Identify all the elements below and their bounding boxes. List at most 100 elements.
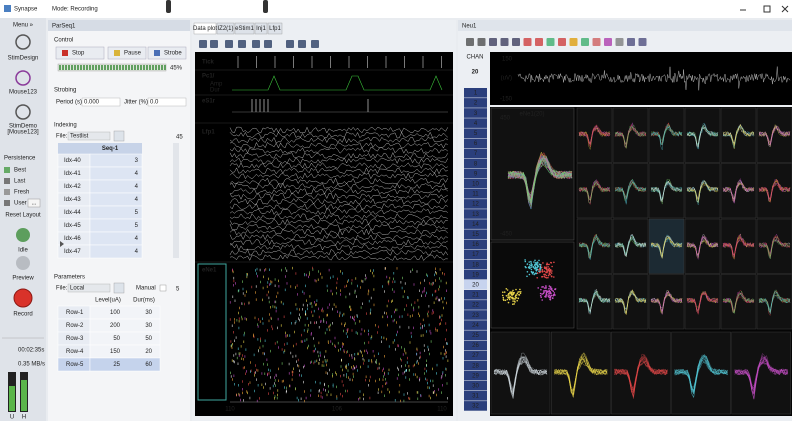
toolbar-button[interactable] (478, 38, 486, 46)
progress-stripe (164, 65, 166, 70)
cluster-point (554, 292, 556, 294)
cluster-point (514, 301, 516, 303)
reset-layout: Reset Layout (5, 213, 41, 219)
toolbar-button[interactable] (264, 40, 272, 48)
row-value: 25 (113, 362, 120, 368)
cluster-point (527, 271, 529, 273)
cluster-point (530, 265, 532, 267)
toolbar-button[interactable] (535, 38, 543, 46)
progress-stripe (107, 65, 109, 70)
toolbar-button[interactable] (298, 40, 306, 48)
cluster-point (551, 288, 553, 290)
chan-label: CHAN (466, 55, 483, 61)
cluster-point (512, 300, 514, 302)
panel-title: ParSeq1 (52, 24, 76, 30)
record-button[interactable] (14, 289, 32, 307)
cluster-point (544, 290, 546, 292)
field-label: File: (56, 286, 68, 292)
toolbar-button[interactable] (238, 40, 246, 48)
cluster-point (509, 297, 511, 299)
cluster-point (551, 266, 553, 268)
cluster-point (529, 268, 531, 270)
toolbar-button[interactable] (604, 38, 612, 46)
refresh-button[interactable] (114, 131, 124, 141)
cluster-point (528, 261, 530, 263)
toolbar-button[interactable] (570, 38, 578, 46)
panel-title: Neu1 (462, 24, 477, 30)
toolbar-button[interactable] (489, 38, 497, 46)
sidebar (0, 18, 46, 421)
cluster-point (540, 267, 542, 269)
toolbar-button[interactable] (627, 38, 635, 46)
cluster-point (535, 262, 537, 264)
cluster-point (512, 290, 514, 292)
toolbar-button[interactable] (524, 38, 532, 46)
cluster-point (529, 274, 531, 276)
toolbar-button[interactable] (225, 40, 233, 48)
page: Synapse Mode: Recording Menu »StimDesign… (0, 0, 792, 421)
cluster-point (547, 266, 549, 268)
cluster-point (502, 295, 504, 297)
progress-stripe (77, 65, 79, 70)
cluster-point (513, 303, 515, 305)
idle-button[interactable] (16, 228, 30, 242)
cluster-point (535, 268, 537, 270)
toolbar-button[interactable] (286, 40, 294, 48)
toolbar-button[interactable] (581, 38, 589, 46)
cluster-point (511, 293, 513, 295)
cluster-point (515, 289, 517, 291)
toolbar-button[interactable] (558, 38, 566, 46)
cluster-panel (491, 242, 574, 328)
row-value: 30 (145, 323, 152, 329)
toolbar-button[interactable] (252, 40, 260, 48)
channel-number: 16 (472, 242, 479, 248)
toolbar-button[interactable] (616, 38, 624, 46)
cluster-point (549, 268, 551, 270)
section-title: Parameters (54, 275, 85, 281)
cluster-point (537, 287, 539, 289)
trace-area (490, 52, 792, 105)
persist-option: Last (14, 179, 26, 185)
toolbar-button[interactable] (501, 38, 509, 46)
checkbox[interactable] (160, 285, 166, 291)
cluster-point (508, 302, 510, 304)
x-label: 110 (437, 407, 447, 413)
cluster-point (536, 270, 538, 272)
select-value: Testlist (70, 134, 89, 140)
x-label: 106 (332, 407, 343, 413)
channel-number: 11 (472, 192, 479, 198)
field-label: Jitter (%) (124, 100, 148, 106)
toolbar-button[interactable] (512, 38, 520, 46)
channel-cell[interactable] (577, 275, 612, 330)
channel-number: 12 (472, 202, 479, 208)
checkbox-label: Manual (136, 286, 156, 292)
cluster-point (502, 291, 504, 293)
toolbar-button[interactable] (199, 40, 207, 48)
cluster-point (545, 286, 547, 288)
cluster-point (518, 294, 520, 296)
toolbar-button[interactable] (466, 38, 474, 46)
toolbar-button[interactable] (639, 38, 647, 46)
progress-stripe (74, 65, 76, 70)
button-icon (114, 50, 120, 56)
preview-button[interactable] (16, 256, 30, 270)
cluster-point (544, 287, 546, 289)
row-name: Row-4 (66, 349, 84, 355)
refresh-button[interactable] (114, 283, 124, 293)
cluster-point (517, 293, 519, 295)
row-name: Idx-40 (64, 158, 81, 164)
toolbar-button[interactable] (311, 40, 319, 48)
tab-label: eStim1 (235, 26, 254, 32)
cluster-point (543, 290, 545, 292)
toolbar-button[interactable] (210, 40, 218, 48)
toolbar-button[interactable] (593, 38, 601, 46)
toolbar-button[interactable] (547, 38, 555, 46)
cluster-point (538, 271, 540, 273)
row-value: 150 (110, 349, 121, 355)
mode: Mode: Recording (52, 7, 98, 13)
cluster-point (540, 296, 542, 298)
cluster-point (503, 297, 505, 299)
section-title: Indexing (54, 123, 77, 129)
cluster-point (532, 266, 534, 268)
channel-number: 28 (472, 363, 479, 369)
